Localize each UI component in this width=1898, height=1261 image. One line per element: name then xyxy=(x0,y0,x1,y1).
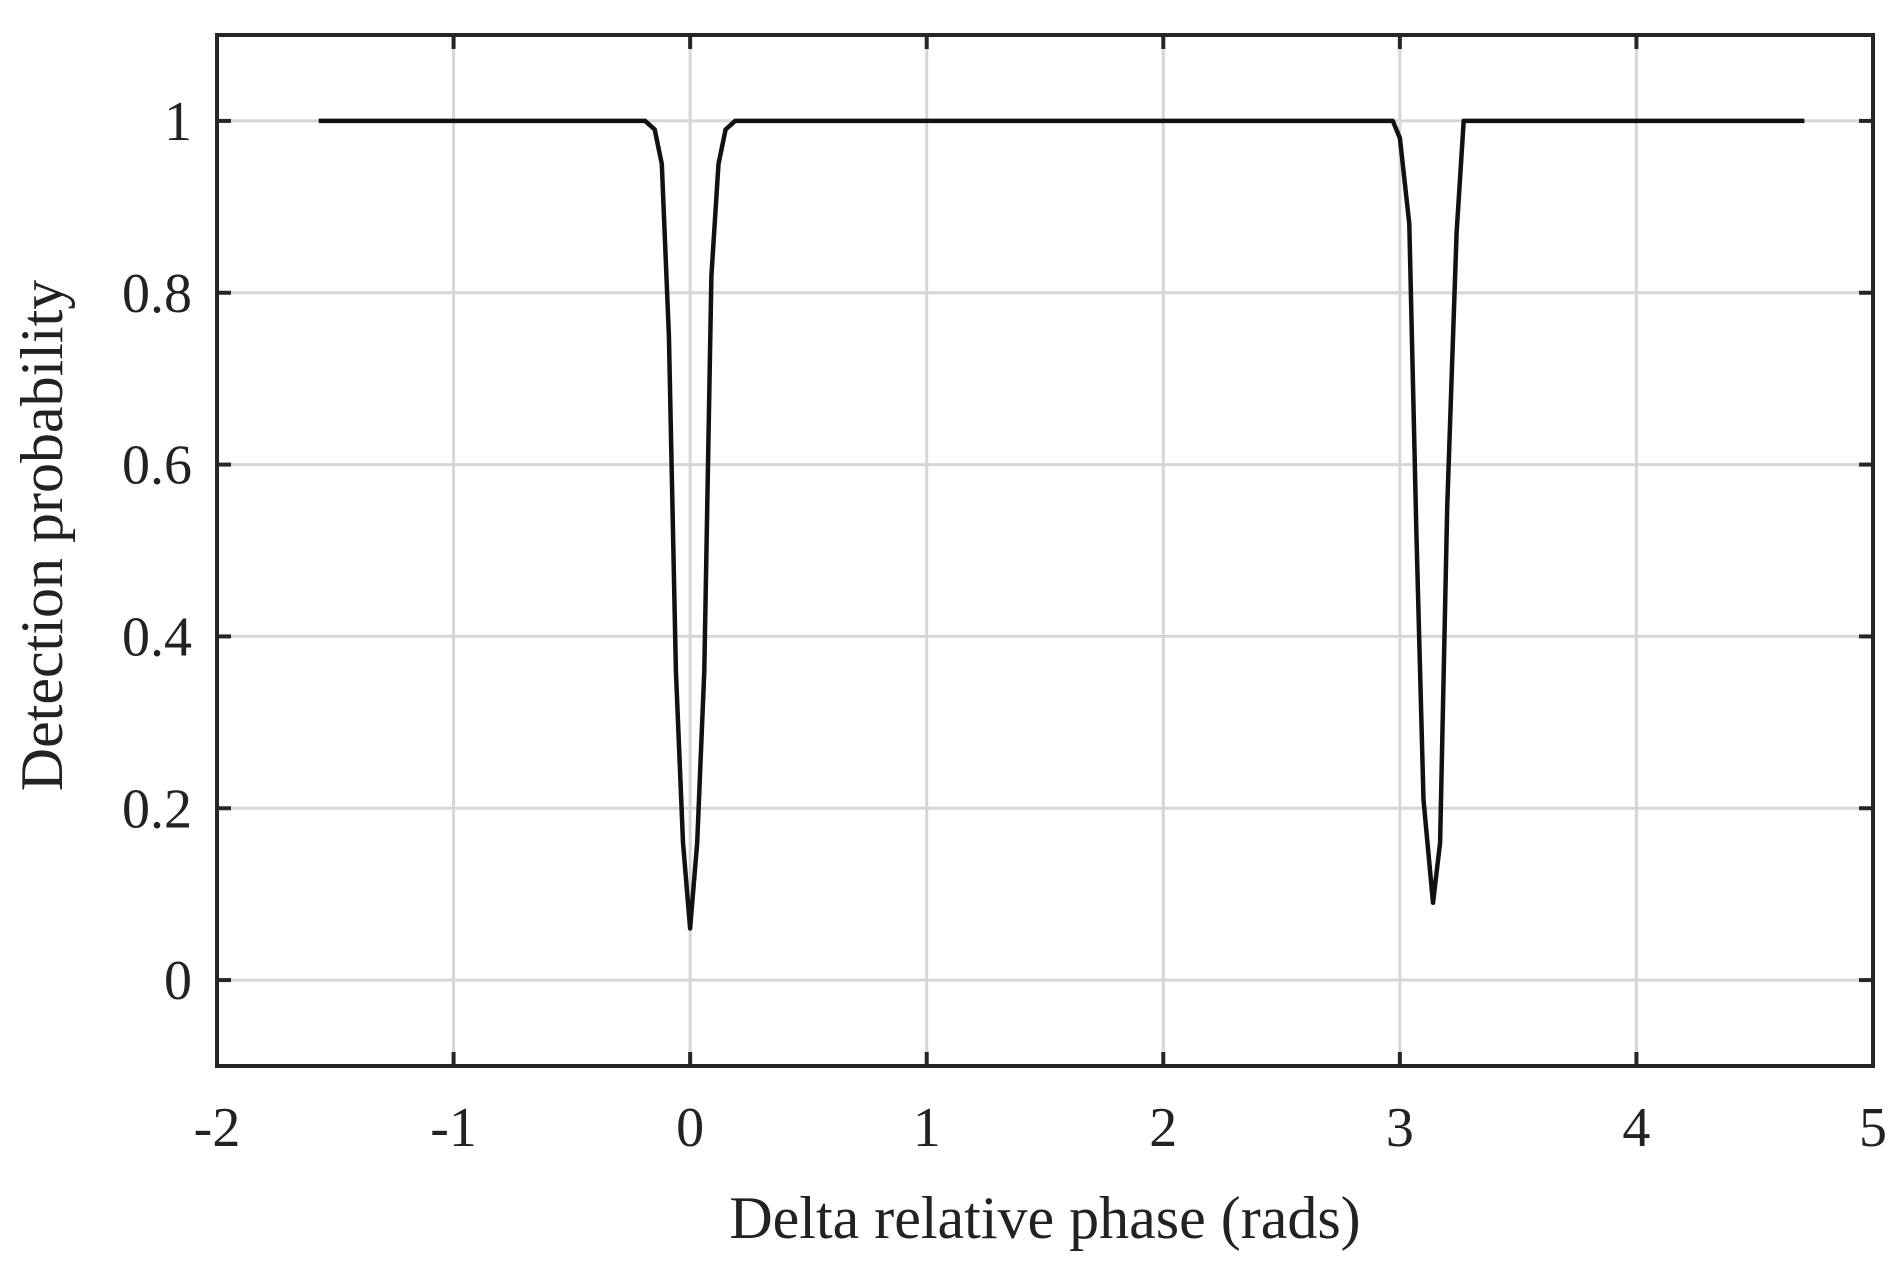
y-tick-label: 1 xyxy=(164,91,192,153)
x-tick-label: 2 xyxy=(1149,1097,1177,1159)
y-axis-label: Detection probability xyxy=(9,280,75,792)
y-tick-label: 0.2 xyxy=(122,778,192,840)
series-line-0 xyxy=(318,118,1805,931)
x-axis-label: Delta relative phase (rads) xyxy=(729,1185,1360,1251)
y-axis-tick-labels: 0 0.2 0.4 0.6 0.8 1 xyxy=(122,91,192,1012)
y-tick-label: 0.8 xyxy=(122,263,192,325)
x-tick-label: -1 xyxy=(430,1097,477,1159)
plot-area-frame xyxy=(215,33,1875,1068)
x-tick-label: 5 xyxy=(1859,1097,1887,1159)
axis-ticks xyxy=(215,35,1875,1066)
x-tick-label: -2 xyxy=(194,1097,241,1159)
x-tick-label: 4 xyxy=(1622,1097,1650,1159)
y-tick-label: 0 xyxy=(164,950,192,1012)
x-tick-label: 3 xyxy=(1386,1097,1414,1159)
x-tick-label: 1 xyxy=(913,1097,941,1159)
x-axis-tick-labels: -2 -1 0 1 2 3 4 5 xyxy=(194,1097,1887,1159)
series-layer xyxy=(318,118,1805,931)
grid xyxy=(217,35,1873,1066)
y-tick-label: 0.4 xyxy=(122,606,192,668)
x-tick-label: 0 xyxy=(676,1097,704,1159)
y-tick-label: 0.6 xyxy=(122,435,192,497)
